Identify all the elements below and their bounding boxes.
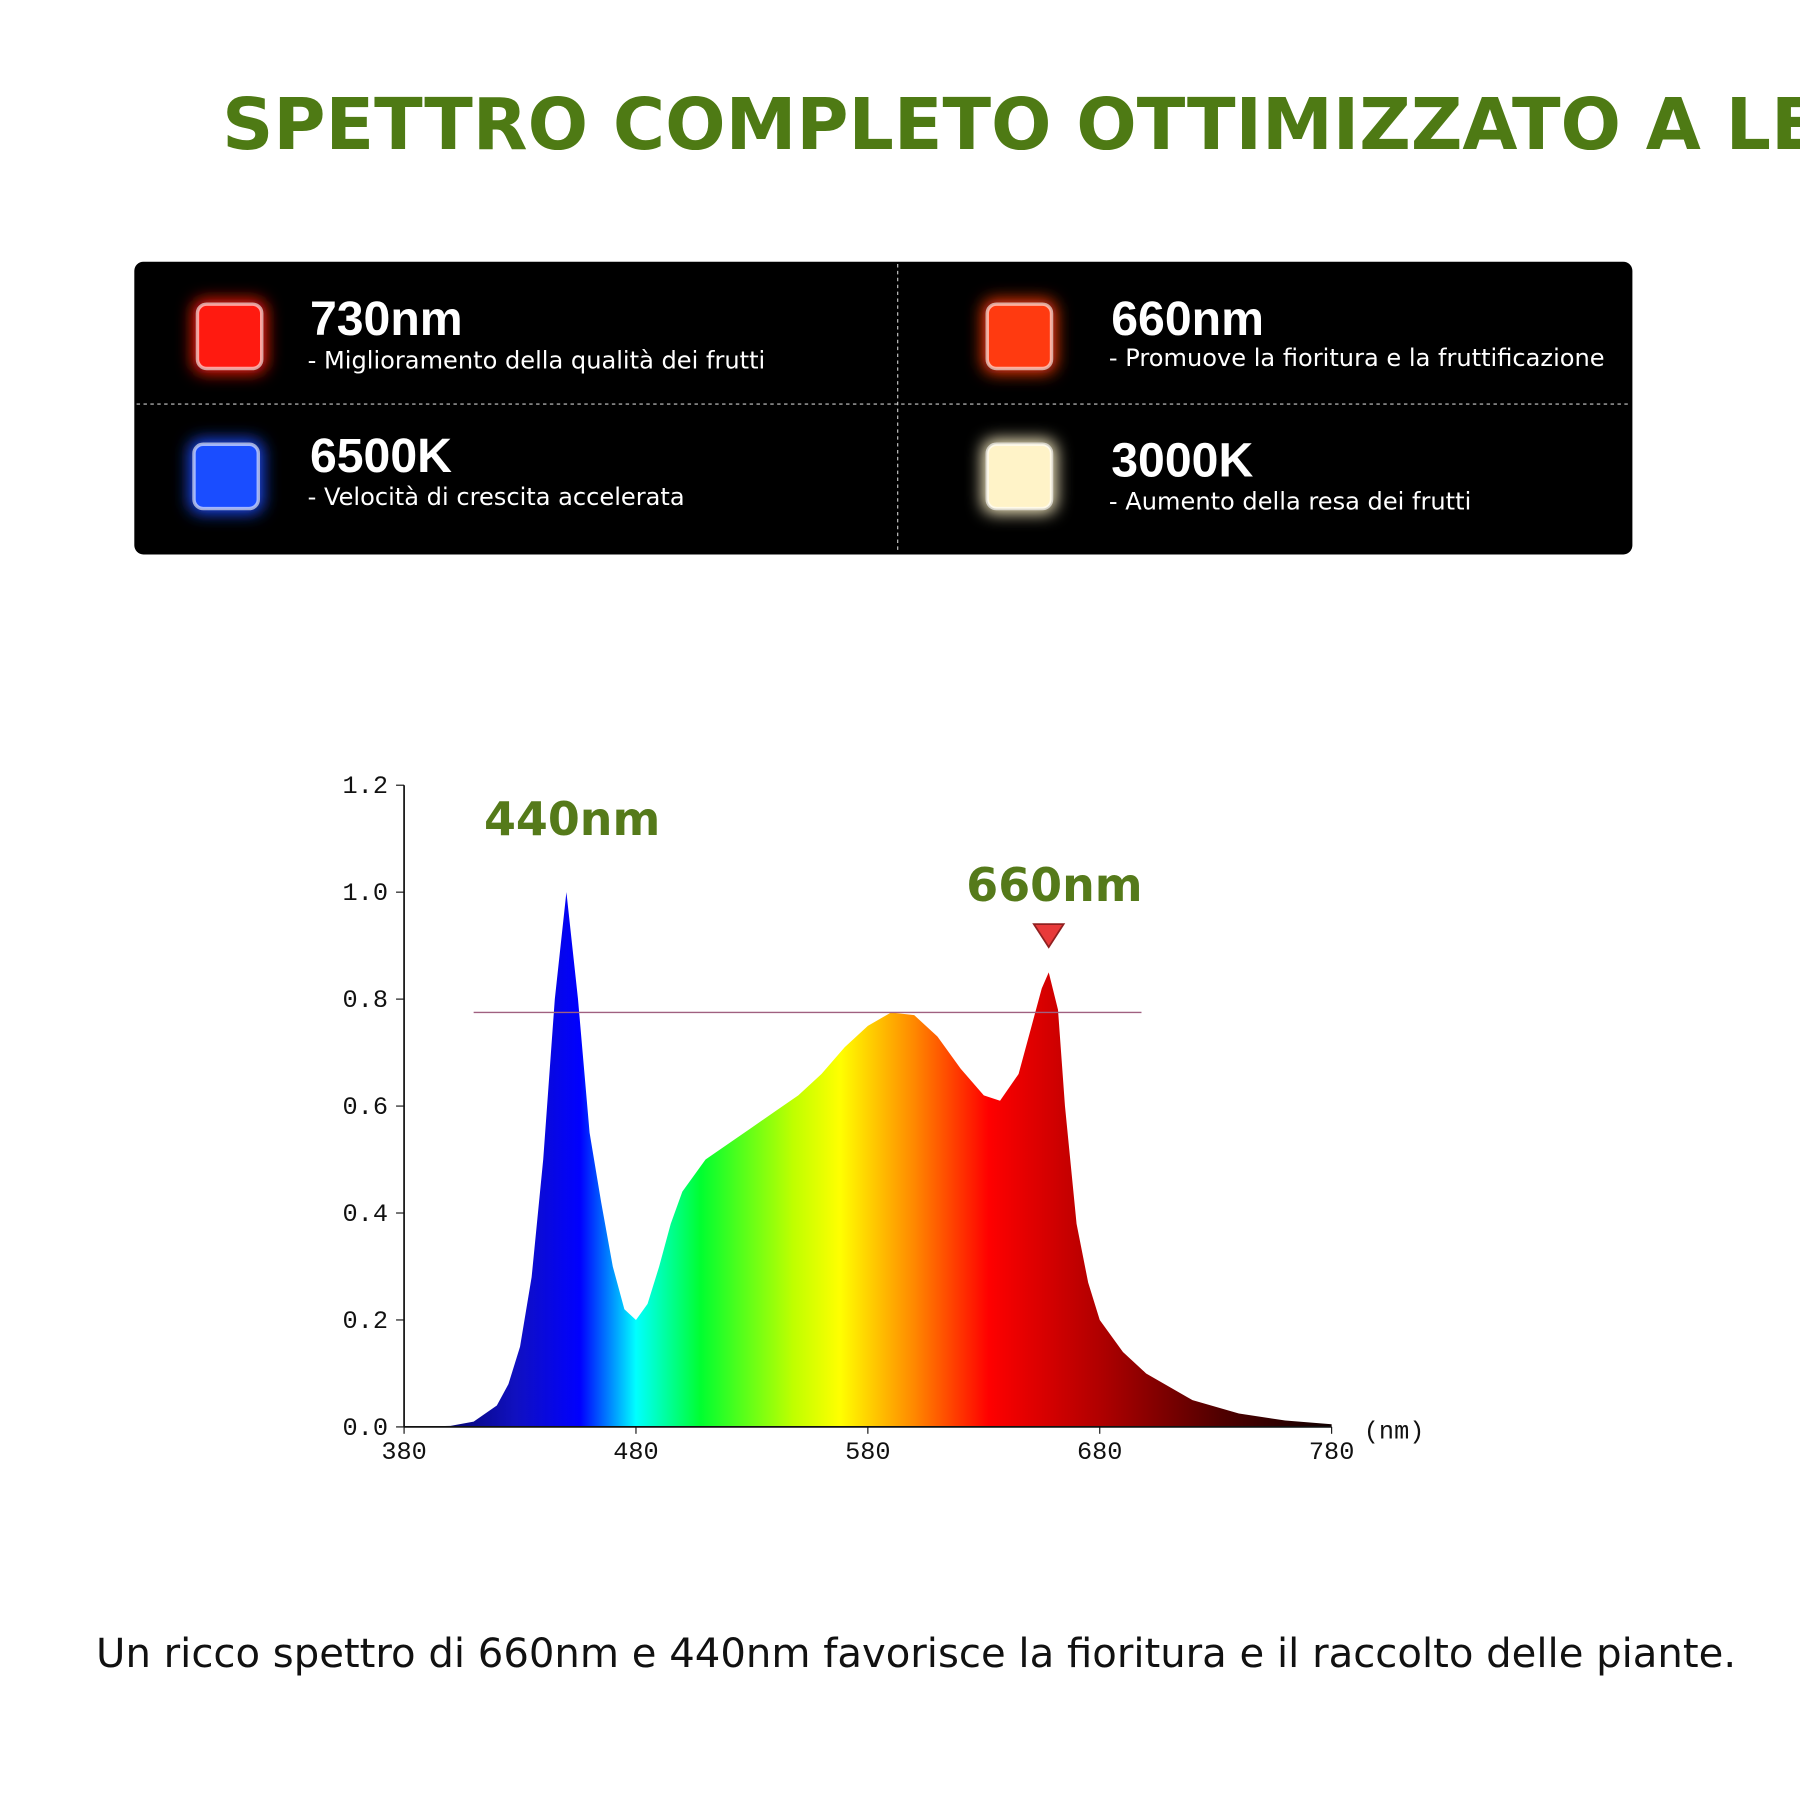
x-tick-label: 680 (1077, 1438, 1122, 1467)
spectrum-area (404, 892, 1332, 1427)
legend-label: 730nm (310, 292, 463, 346)
y-tick-label: 0.2 (343, 1307, 388, 1336)
led-icon (195, 302, 264, 371)
footer-text: Un ricco spettro di 660nm e 440nm favori… (96, 1631, 1736, 1677)
spectrum-chart: 0.0 0.2 0.4 0.6 0.8 1.0 1.2 380 480 580 680 780 (nm)… (343, 772, 1425, 1467)
legend-description: - Miglioramento della qualità dei frutti (308, 346, 766, 374)
legend-description: - Promuove la fioritura e la fruttificaz… (1109, 344, 1605, 372)
peak-annotation: 660nm (966, 858, 1142, 912)
led-icon (192, 442, 261, 511)
legend-label: 6500K (310, 429, 452, 483)
y-tick-label: 1.0 (343, 879, 388, 908)
x-tick-label: 780 (1309, 1438, 1354, 1467)
page-title: SPETTRO COMPLETO OTTIMIZZATO A LED (222, 83, 1800, 166)
y-tick-label: 0.6 (343, 1093, 388, 1122)
legend-description: - Velocità di crescita accelerata (308, 483, 685, 511)
panel-background (134, 261, 1633, 555)
legend-description: - Aumento della resa dei frutti (1109, 488, 1471, 516)
y-tick-label: 0.4 (343, 1200, 388, 1229)
y-tick-label: 0.8 (343, 986, 388, 1015)
peak-marker (1032, 923, 1066, 949)
x-tick-label: 480 (613, 1438, 658, 1467)
led-icon (985, 442, 1054, 511)
x-unit: (nm) (1364, 1417, 1425, 1446)
y-tick-label: 0.0 (343, 1414, 388, 1443)
legend-panel: 730nm- Miglioramento della qualità dei f… (134, 261, 1633, 555)
led-icon (985, 302, 1054, 371)
x-tick-label: 380 (381, 1438, 426, 1467)
legend-label: 3000K (1111, 433, 1253, 487)
x-tick-label: 580 (845, 1438, 890, 1467)
legend-label: 660nm (1111, 292, 1264, 346)
y-tick-label: 1.2 (343, 772, 388, 801)
peak-annotation: 440nm (484, 792, 660, 846)
